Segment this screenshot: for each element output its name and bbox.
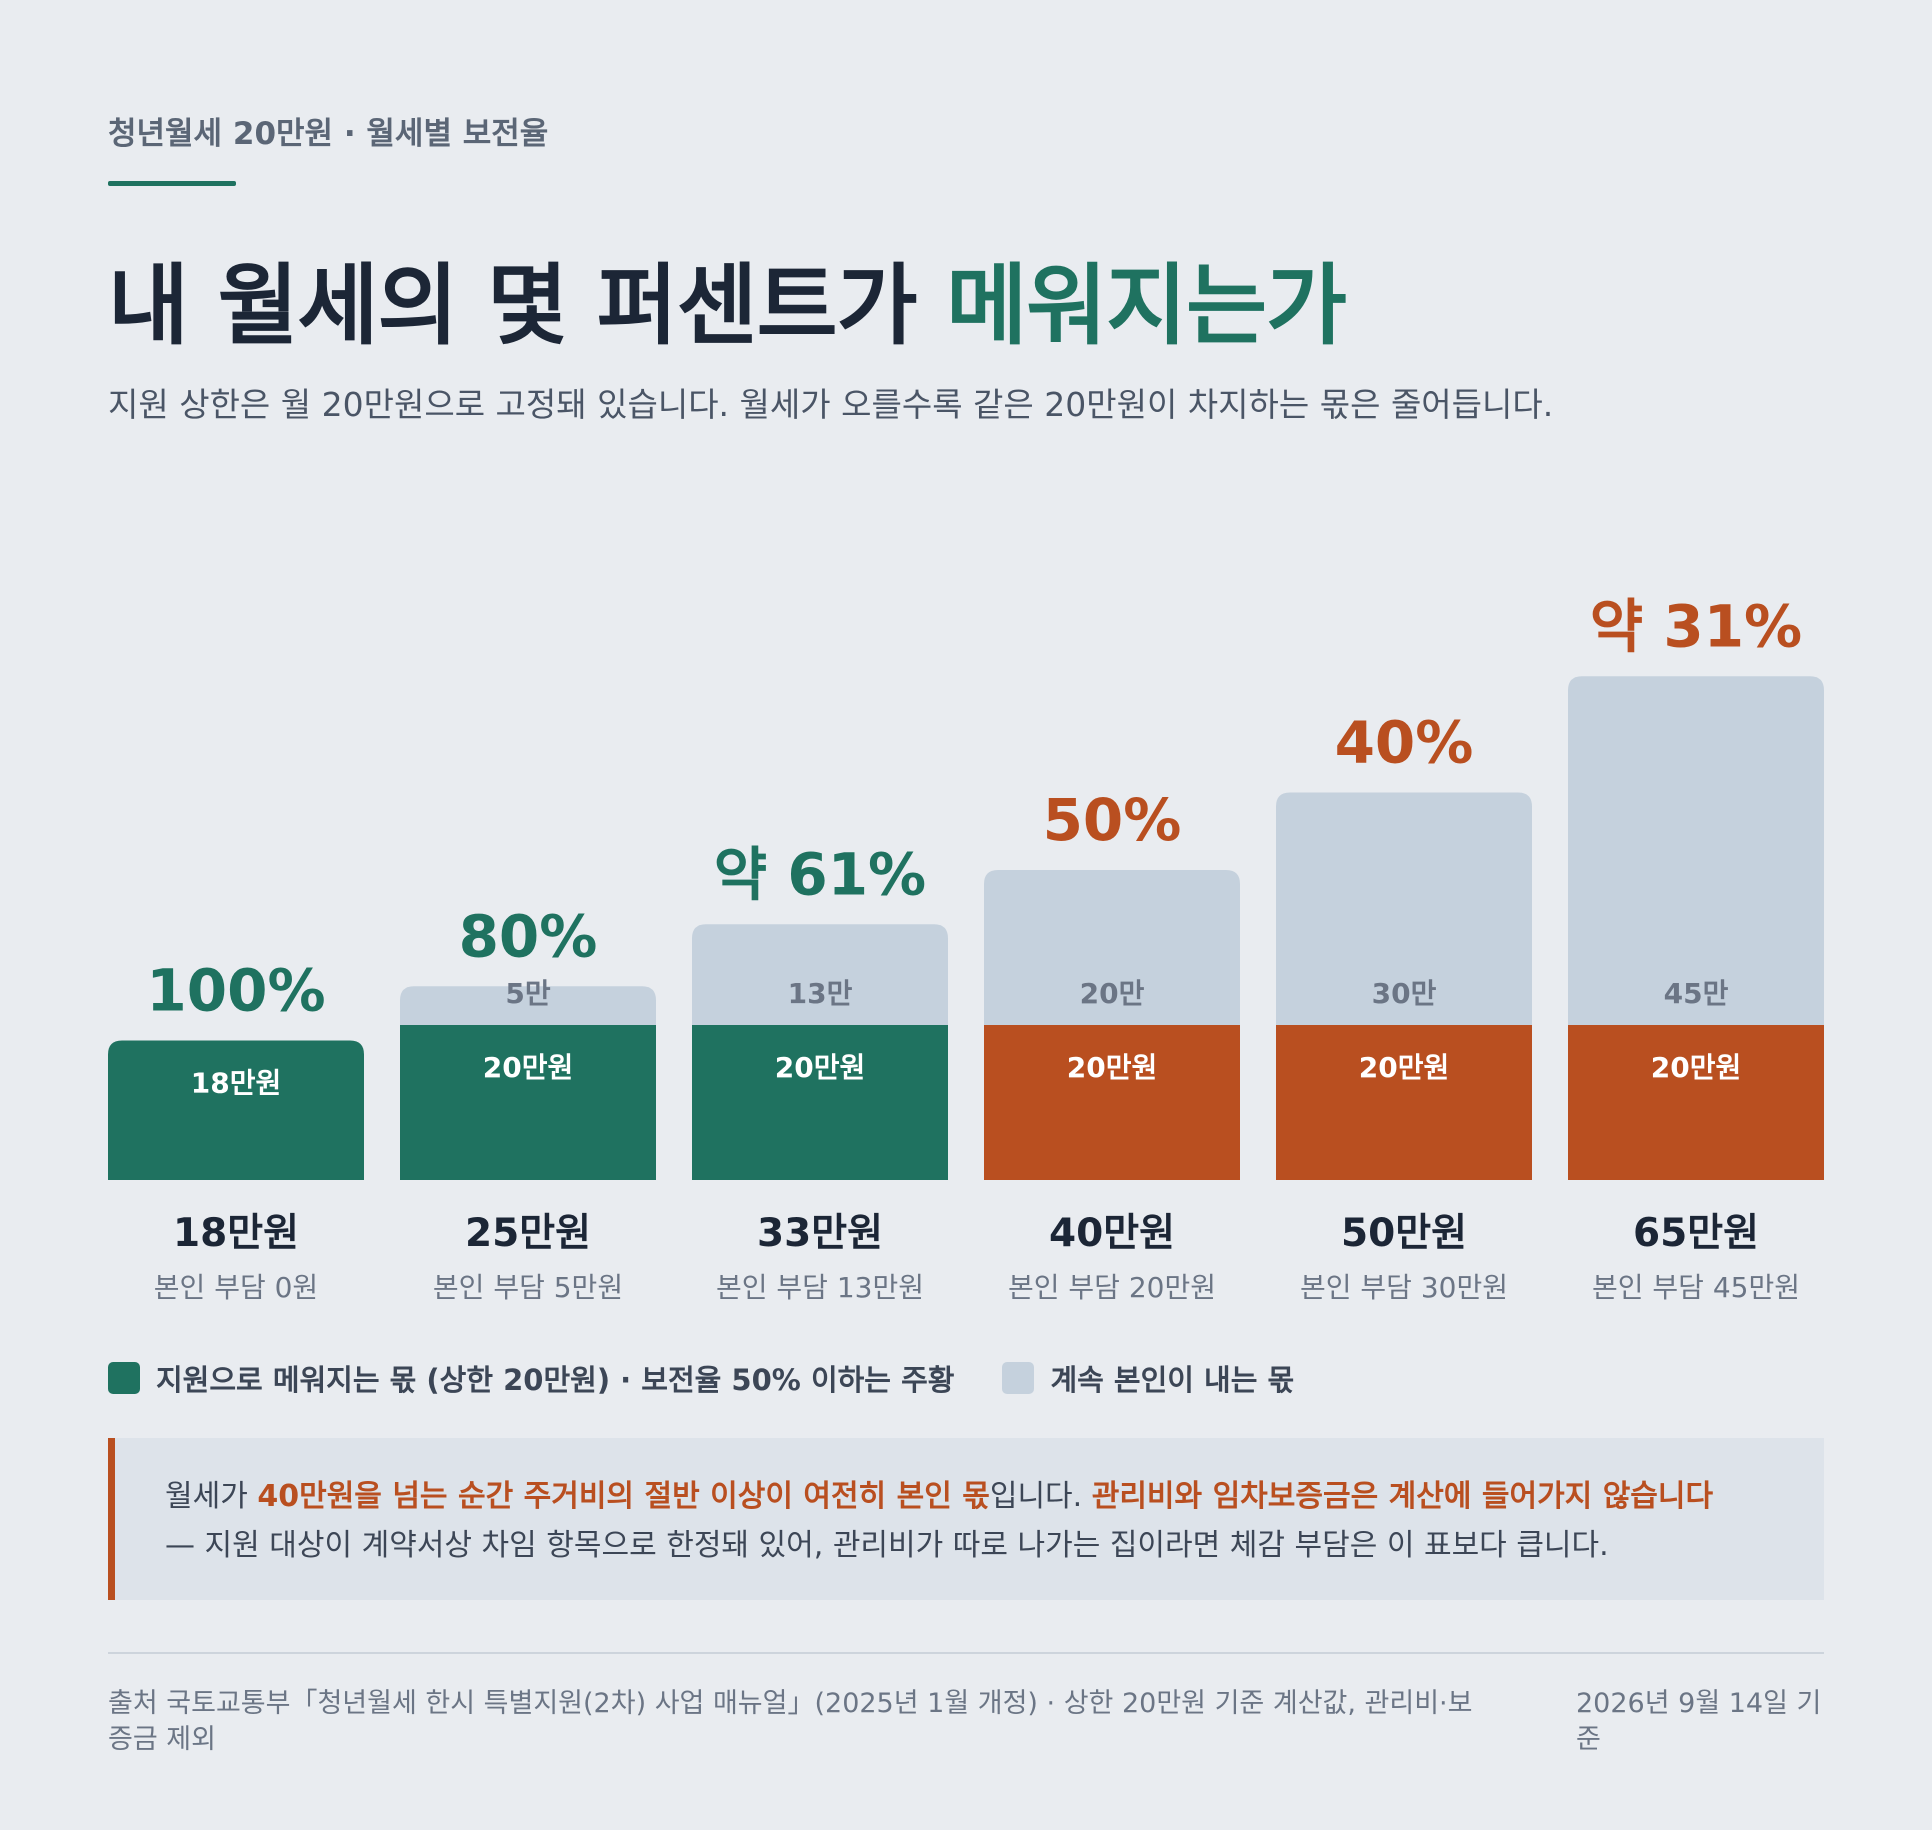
bar-percent-label: 50% bbox=[1043, 786, 1182, 854]
legend-label-supported: 지원으로 메워지는 몫 (상한 20만원) · 보전율 50% 이하는 주황 bbox=[156, 1363, 955, 1397]
bar-percent-label: 80% bbox=[459, 902, 598, 970]
bar-supported-segment bbox=[692, 1025, 948, 1180]
callout-emphasis-2: 관리비와 임차보증금은 계산에 들어가지 않습니다 bbox=[1091, 1479, 1714, 1514]
legend-label-self-pay: 계속 본인이 내는 몫 bbox=[1050, 1363, 1295, 1397]
category-sublabel: 본인 부담 5만원 bbox=[433, 1271, 623, 1304]
category-sublabel: 본인 부담 20만원 bbox=[1008, 1271, 1216, 1304]
bar-self-pay-label: 5만 bbox=[505, 977, 550, 1010]
legend: 지원으로 메워지는 몫 (상한 20만원) · 보전율 50% 이하는 주황 계… bbox=[108, 1357, 1294, 1399]
callout-line-1: 월세가 40만원을 넘는 순간 주거비의 절반 이상이 여전히 본인 몫입니다.… bbox=[165, 1472, 1784, 1521]
bar-supported-label: 20만원 bbox=[775, 1051, 866, 1084]
category-label: 65만원 bbox=[1633, 1211, 1759, 1256]
callout-note: 월세가 40만원을 넘는 순간 주거비의 절반 이상이 여전히 본인 몫입니다.… bbox=[108, 1438, 1824, 1600]
bar-supported-label: 20만원 bbox=[1651, 1051, 1742, 1084]
bar-percent-label: 100% bbox=[146, 957, 325, 1025]
category-label: 50만원 bbox=[1341, 1211, 1467, 1256]
callout-line-2: — 지원 대상이 계약서상 차임 항목으로 한정돼 있어, 관리비가 따로 나가… bbox=[165, 1528, 1609, 1563]
callout-emphasis-1: 40만원을 넘는 순간 주거비의 절반 이상이 여전히 본인 몫 bbox=[257, 1479, 990, 1514]
legend-swatch-supported bbox=[108, 1362, 140, 1394]
category-label: 40만원 bbox=[1049, 1211, 1175, 1256]
bar-self-pay-label: 13만 bbox=[788, 977, 853, 1010]
category-label: 25만원 bbox=[465, 1211, 591, 1256]
kicker: 청년월세 20만원 · 월세별 보전율 bbox=[108, 116, 549, 152]
bar-supported-segment bbox=[1276, 1025, 1532, 1180]
bar-self-pay-segment bbox=[400, 986, 656, 1027]
category-label: 33만원 bbox=[757, 1211, 883, 1256]
bar-supported-label: 20만원 bbox=[483, 1051, 574, 1084]
category-sublabel: 본인 부담 45만원 bbox=[1592, 1271, 1800, 1304]
bar-percent-label: 약 61% bbox=[714, 840, 926, 908]
legend-swatch-self-pay bbox=[1002, 1362, 1035, 1394]
kicker-rule bbox=[108, 181, 236, 186]
bar-self-pay-label: 30만 bbox=[1372, 977, 1437, 1010]
bar-supported-label: 18만원 bbox=[191, 1067, 282, 1100]
bar-supported-segment bbox=[400, 1025, 656, 1180]
source-note: 출처 국토교통부「청년월세 한시 특별지원(2차) 사업 매뉴얼」(2025년 … bbox=[108, 1688, 1473, 1755]
category-sublabel: 본인 부담 0원 bbox=[154, 1271, 318, 1304]
bar-self-pay-segment bbox=[692, 924, 948, 1027]
bar-percent-label: 약 31% bbox=[1590, 592, 1802, 660]
callout-text-1: 월세가 bbox=[165, 1479, 258, 1514]
bar-supported-label: 20만원 bbox=[1359, 1051, 1450, 1084]
subtitle: 지원 상한은 월 20만원으로 고정돼 있습니다. 월세가 오를수록 같은 20… bbox=[108, 385, 1554, 424]
page-title: 내 월세의 몇 퍼센트가 메워지는가 bbox=[108, 235, 1347, 362]
bar-supported-segment bbox=[108, 1040, 364, 1180]
callout-text-2: 입니다. bbox=[989, 1479, 1092, 1514]
category-sublabel: 본인 부담 30만원 bbox=[1300, 1271, 1508, 1304]
bar-self-pay-segment bbox=[1276, 792, 1532, 1027]
title-accent: 메워지는가 bbox=[946, 254, 1347, 357]
bar-supported-label: 20만원 bbox=[1067, 1051, 1158, 1084]
date-stamp: 2026년 9월 14일 기준 bbox=[1576, 1688, 1822, 1755]
bar-self-pay-segment bbox=[1568, 676, 1824, 1027]
bar-percent-label: 40% bbox=[1335, 709, 1474, 777]
category-sublabel: 본인 부담 13만원 bbox=[716, 1271, 924, 1304]
bar-self-pay-segment bbox=[984, 870, 1240, 1027]
title-main: 내 월세의 몇 퍼센트가 bbox=[108, 254, 947, 357]
footer-divider bbox=[108, 1652, 1824, 1654]
category-label: 18만원 bbox=[173, 1211, 299, 1256]
bar-supported-segment bbox=[984, 1025, 1240, 1180]
bar-self-pay-label: 20만 bbox=[1080, 977, 1145, 1010]
bar-supported-segment bbox=[1568, 1025, 1824, 1180]
bar-self-pay-label: 45만 bbox=[1664, 977, 1729, 1010]
